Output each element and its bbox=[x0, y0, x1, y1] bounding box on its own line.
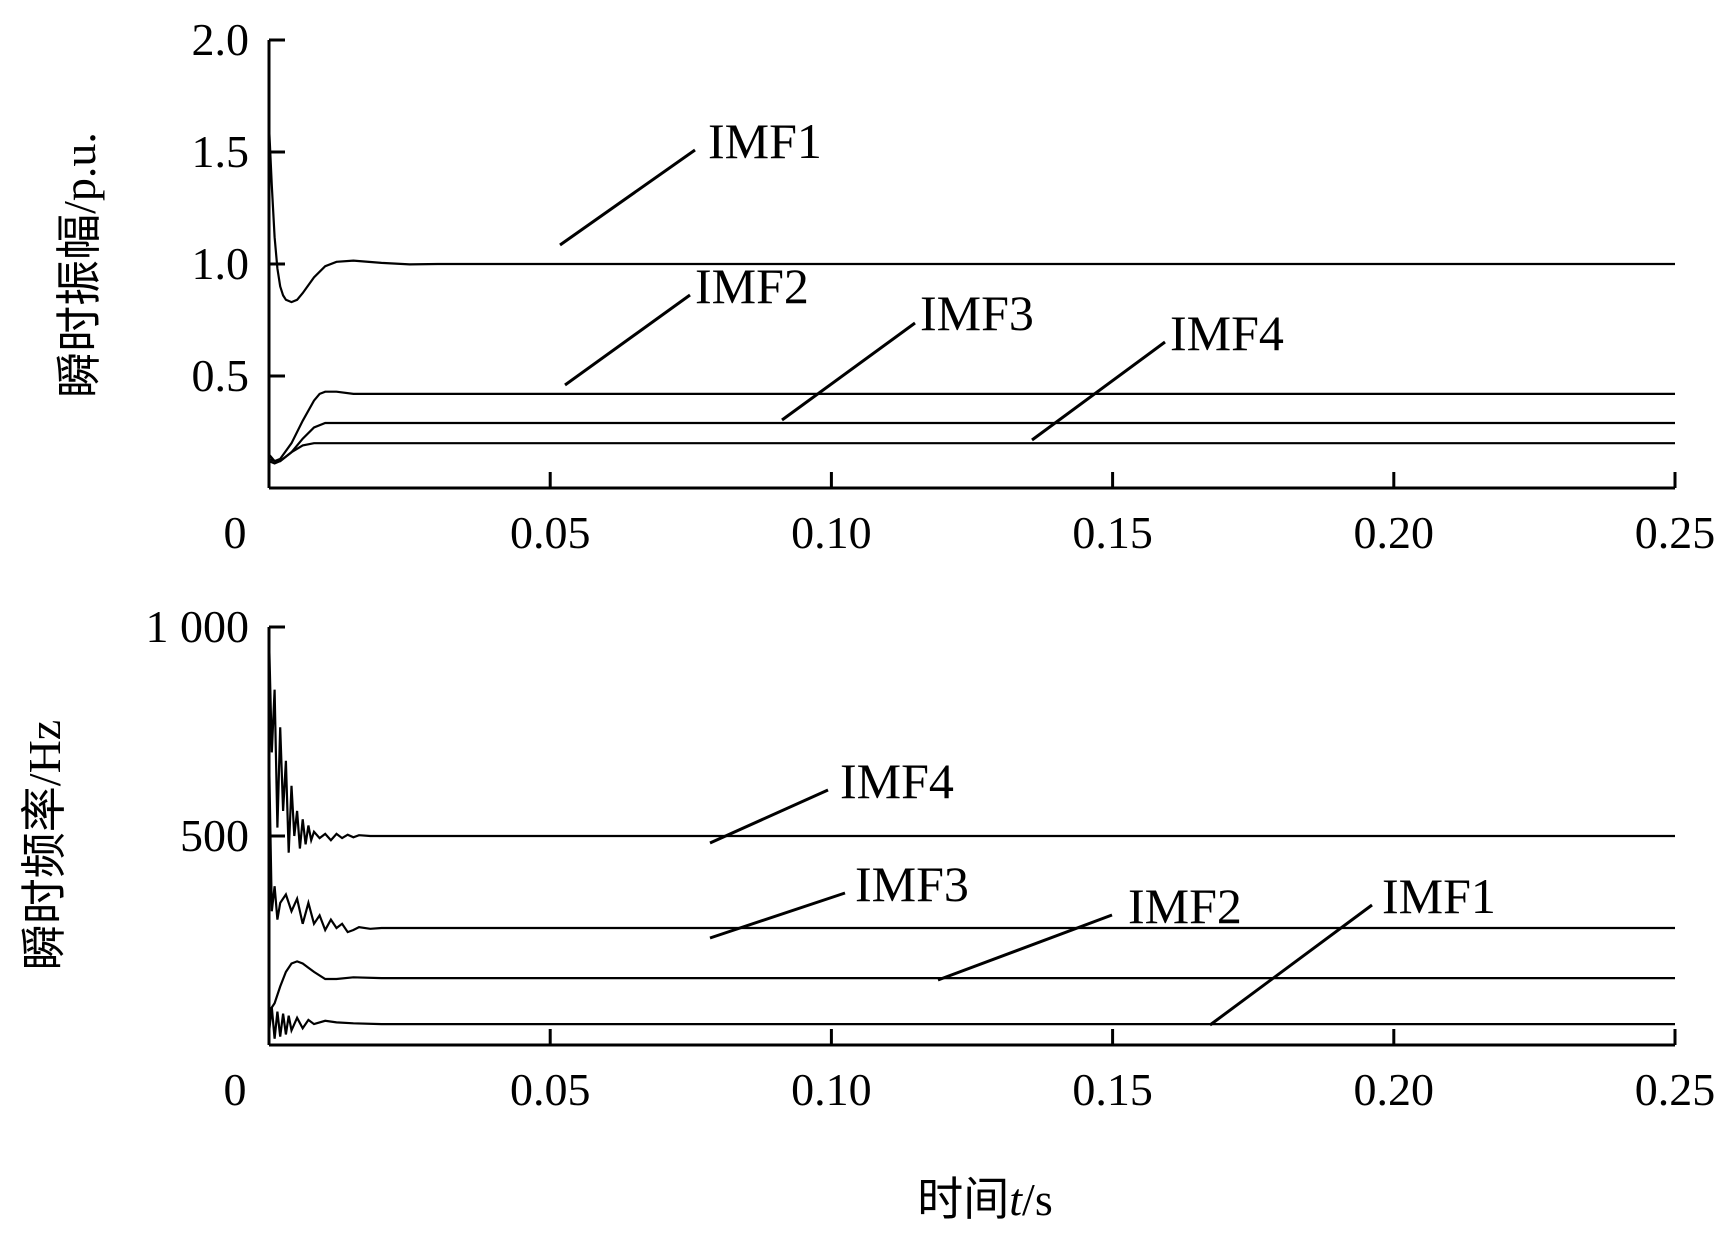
x-tick-label: 0.05 bbox=[510, 507, 591, 558]
x-tick-label: 0.20 bbox=[1354, 507, 1435, 558]
series-label-imf3: IMF3 bbox=[920, 285, 1034, 341]
leader-line-imf2 bbox=[937, 913, 1113, 982]
leader-line-imf4 bbox=[1031, 340, 1166, 442]
y-tick-label: 1 000 bbox=[146, 601, 250, 652]
series-label-imf4: IMF4 bbox=[840, 753, 954, 809]
y-tick-label: 1.5 bbox=[192, 126, 250, 177]
y-axis-label: 瞬时振幅/p.u. bbox=[54, 132, 105, 398]
y-tick-label: 2.0 bbox=[192, 14, 250, 65]
series-label-imf2: IMF2 bbox=[695, 258, 809, 314]
leader-line-imf4 bbox=[709, 788, 829, 845]
y-tick-label: 1.0 bbox=[192, 238, 250, 289]
x-axis-label: 时间t/s bbox=[917, 1174, 1052, 1225]
x-tick-label: 0.10 bbox=[791, 507, 872, 558]
series-line-imf4 bbox=[267, 635, 1675, 853]
x-tick-label: 0.20 bbox=[1354, 1064, 1435, 1115]
series-line-imf4 bbox=[268, 442, 1675, 465]
leader-line-imf1 bbox=[559, 148, 696, 247]
series-line-imf3 bbox=[268, 421, 1675, 463]
leader-line-imf3 bbox=[781, 321, 916, 422]
leader-line-imf1 bbox=[1209, 903, 1373, 1027]
series-label-imf2: IMF2 bbox=[1128, 878, 1242, 934]
leader-line-imf3 bbox=[709, 891, 846, 940]
x-tick-label: 0.25 bbox=[1635, 1064, 1716, 1115]
x-tick-label: 0.15 bbox=[1072, 507, 1153, 558]
series-label-imf1: IMF1 bbox=[708, 113, 822, 169]
x-tick-label: 0.05 bbox=[510, 1064, 591, 1115]
y-tick-label: 0.5 bbox=[192, 350, 250, 401]
series-label-imf1: IMF1 bbox=[1382, 868, 1496, 924]
series-label-imf4: IMF4 bbox=[1170, 305, 1284, 361]
x-tick-label: 0.15 bbox=[1072, 1064, 1153, 1115]
x-tick-label: 0 bbox=[224, 1064, 247, 1115]
series-line-imf1 bbox=[267, 1007, 1675, 1039]
series-line-imf2 bbox=[268, 390, 1675, 463]
series-line-imf3 bbox=[267, 752, 1675, 934]
x-tick-label: 0 bbox=[224, 507, 247, 558]
frequency-panel: 0 0.05 0.10 0.15 0.20 0.25 500 1 000 瞬时频率/Hz IMF4… bbox=[19, 601, 1715, 1115]
series-label-imf3: IMF3 bbox=[855, 856, 969, 912]
series-line-imf2 bbox=[268, 960, 1675, 1013]
y-tick-label: 500 bbox=[180, 810, 249, 861]
series-line-imf1 bbox=[267, 125, 1675, 304]
leader-line-imf2 bbox=[564, 293, 691, 387]
y-axis-label: 瞬时频率/Hz bbox=[19, 720, 70, 970]
x-tick-label: 0.10 bbox=[791, 1064, 872, 1115]
amplitude-panel: 0 0.05 0.10 0.15 0.20 0.25 0.5 1.0 1.5 2.0 瞬时振幅/p.… bbox=[54, 14, 1715, 558]
x-tick-label: 0.25 bbox=[1635, 507, 1716, 558]
